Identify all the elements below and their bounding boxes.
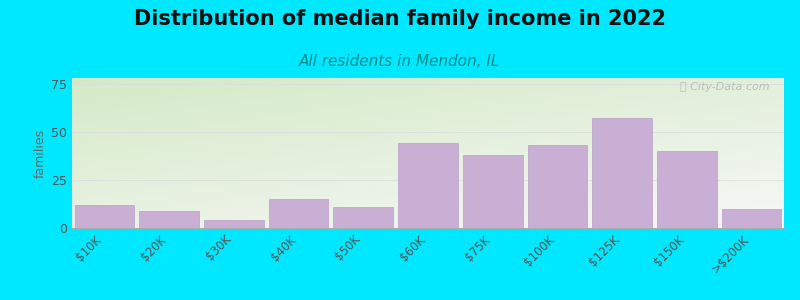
Bar (74, 205, 134, 228)
Bar (528, 145, 587, 228)
Bar (139, 211, 199, 228)
Bar (334, 207, 393, 228)
Bar (657, 151, 717, 228)
Text: All residents in Mendon, IL: All residents in Mendon, IL (299, 54, 501, 69)
Text: ⓘ City-Data.com: ⓘ City-Data.com (680, 82, 770, 92)
Bar (204, 220, 263, 228)
Text: Distribution of median family income in 2022: Distribution of median family income in … (134, 9, 666, 29)
Bar (593, 118, 652, 228)
Bar (463, 155, 522, 228)
Y-axis label: families: families (34, 128, 47, 178)
Bar (269, 199, 328, 228)
Bar (398, 143, 458, 228)
Bar (722, 209, 782, 228)
